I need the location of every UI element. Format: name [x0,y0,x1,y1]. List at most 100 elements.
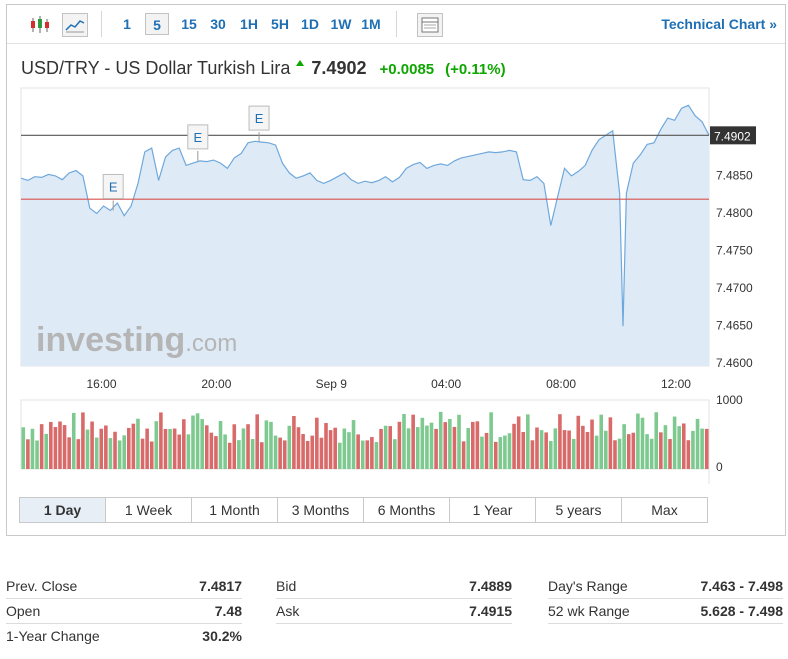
volume-bar [287,425,292,469]
volume-bar [214,436,218,469]
volume-bar [576,415,581,469]
interval-1d[interactable]: 1D [301,16,319,32]
range-selector: 1 Day 1 Week 1 Month 3 Months 6 Months 1… [19,497,708,523]
table-icon[interactable] [417,13,443,37]
range-5-years[interactable]: 5 years [536,498,622,522]
volume-bar [480,436,484,469]
volume-bar [599,414,604,469]
volume-bar [301,434,305,469]
volume-bar [260,442,264,469]
stat-label: Prev. Close [6,578,78,594]
chart-toolbar: 1 5 15 30 1H 5H 1D 1W 1M Technical Chart… [7,5,785,44]
volume-bar [640,417,645,469]
volume-bar [76,439,81,469]
y-tick-label: 7.4700 [716,281,753,295]
range-1-week[interactable]: 1 Week [106,498,192,522]
volume-bar [264,420,269,469]
volume-bar [626,434,631,469]
event-marker [248,105,270,131]
stat-label: Day's Range [548,578,628,594]
volume-bar [558,414,562,469]
volume-bar [90,421,94,469]
event-marker [187,124,209,150]
technical-chart-link[interactable]: Technical Chart » [661,16,777,32]
y-tick-label: 7.4800 [716,206,753,220]
volume-bar [365,440,370,469]
volume-bar [617,438,622,469]
volume-bar [700,428,704,469]
volume-bar [695,418,700,469]
volume-bar [526,414,530,469]
volume-bar [503,435,507,469]
volume-bar [195,413,200,469]
volume-bar [590,419,594,469]
volume-bar [475,421,480,469]
stat-row: Ask 7.4915 [276,599,512,624]
volume-bar [347,432,351,469]
range-max[interactable]: Max [651,502,678,518]
range-1-month[interactable]: 1 Month [192,498,278,522]
volume-bar [498,437,503,469]
volume-bar [530,440,535,469]
volume-bar [177,434,182,469]
volume-bar [425,425,429,469]
volume-bar [67,437,71,469]
volume-bar [26,439,30,469]
volume-bar [686,440,691,469]
interval-15[interactable]: 15 [181,16,197,32]
volume-bar [94,437,99,469]
range-1-year[interactable]: 1 Year [450,498,536,522]
volume-bar [704,428,709,469]
stat-label: Ask [276,603,300,619]
range-1-day[interactable]: 1 Day [20,498,106,522]
volume-bar [645,434,649,469]
stat-value: 7.463 - 7.498 [700,578,783,594]
volume-bar [62,425,67,469]
volume-bar [484,432,489,469]
stat-value: 30.2% [202,628,242,644]
interval-5h[interactable]: 5H [271,16,289,32]
volume-bar [81,412,85,469]
interval-1h[interactable]: 1H [240,16,258,32]
volume-bar [649,438,654,469]
volume-bar [466,428,470,469]
volume-bar [691,430,695,469]
volume-bar [310,435,315,469]
volume-bar [204,425,209,469]
volume-bar [636,413,640,469]
price-change: +0.0085 [379,61,435,78]
volume-bar [186,434,191,469]
volume-bar [411,414,415,469]
volume-bar [246,424,250,469]
interval-1[interactable]: 1 [123,16,131,32]
candlestick-icon[interactable] [27,13,53,37]
volume-bar [539,430,544,469]
line-chart-icon[interactable] [62,13,88,37]
volume-bar [553,428,558,469]
interval-30[interactable]: 30 [210,16,226,32]
volume-bar [227,442,232,469]
volume-bar [237,440,241,469]
price-area [21,105,709,367]
volume-bar [131,423,136,469]
interval-1m[interactable]: 1M [361,16,381,32]
price-change-percent: (+0.11%) [445,61,506,78]
range-3-months[interactable]: 3 Months [278,498,364,522]
volume-bar [200,419,204,469]
volume-bar [548,441,553,469]
volume-bar [99,428,104,469]
volume-bar [457,414,461,469]
volume-bar [535,427,539,469]
volume-bar [126,427,131,469]
interval-1w[interactable]: 1W [330,16,352,32]
interval-5[interactable]: 5 [145,13,169,35]
volume-bar [613,440,617,469]
range-6-months[interactable]: 6 Months [364,498,450,522]
volume-bar [315,417,319,469]
stat-value: 5.628 - 7.498 [700,603,783,619]
volume-bar [571,438,576,469]
watermark-logo: investing.com [36,321,237,359]
volume-bar [663,425,668,469]
volume-area [20,399,710,470]
volume-bar [383,425,388,469]
